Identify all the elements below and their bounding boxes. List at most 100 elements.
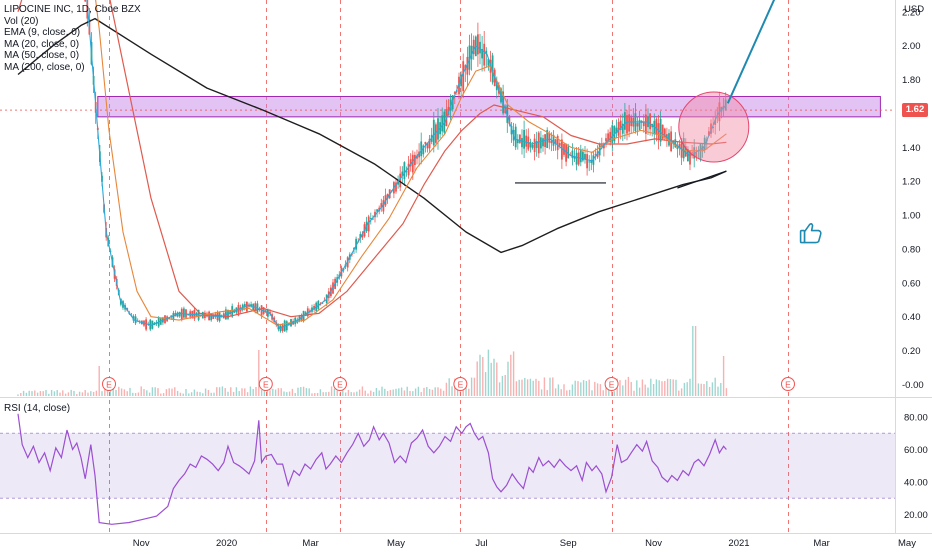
candle-body	[716, 115, 719, 118]
volume-bar	[95, 390, 98, 396]
volume-bar	[258, 350, 260, 396]
volume-bar	[196, 391, 198, 396]
volume-bar	[283, 391, 285, 396]
time-tick-label: Nov	[133, 538, 150, 549]
candle-body	[145, 319, 147, 330]
volume-bar	[193, 389, 196, 396]
volume-bar	[680, 388, 683, 396]
candle-body	[495, 81, 498, 91]
candle-body	[269, 311, 271, 314]
moving-averages	[17, 0, 727, 330]
rsi-legend: RSI (14, close)	[4, 403, 71, 414]
volume-bar	[319, 389, 322, 396]
volume-bar	[386, 391, 389, 396]
volume-bar	[132, 392, 134, 396]
volume-bar	[174, 387, 176, 396]
candle-body	[426, 143, 429, 149]
volume-bar	[591, 390, 593, 396]
volume-bar	[420, 392, 422, 396]
candle-body	[84, 0, 87, 2]
volume-bar	[384, 388, 386, 396]
candle-body	[359, 234, 362, 239]
candle-body	[571, 150, 574, 158]
candle-body	[592, 155, 595, 165]
volume-bar	[426, 387, 428, 396]
candle-body	[626, 115, 628, 134]
volume-bar	[389, 390, 392, 396]
volume-bar	[560, 389, 562, 396]
volume-bar	[476, 361, 478, 396]
volume-bar	[372, 391, 375, 396]
candle-body	[607, 133, 609, 142]
candle-body	[714, 119, 717, 125]
candle-body	[649, 113, 651, 130]
price-tick-label: 0.20	[902, 346, 921, 357]
candle-body	[306, 308, 309, 317]
volume-bar	[288, 391, 291, 396]
time-tick-label: May	[387, 538, 405, 549]
volume-bar	[272, 388, 274, 396]
candle-body	[449, 99, 452, 111]
price-tick-label: 0.80	[902, 244, 921, 255]
price-tick-label: 2.20	[902, 7, 921, 18]
volume-bar	[493, 358, 495, 396]
candle-body	[361, 233, 364, 238]
volume-bar	[179, 392, 182, 396]
volume-bar	[59, 392, 61, 396]
candle-body	[321, 302, 324, 304]
volume-bar	[230, 387, 232, 396]
candle-body	[535, 141, 538, 149]
volume-bar	[45, 389, 47, 396]
volume-bar	[490, 362, 492, 396]
candle-body	[418, 151, 420, 158]
volume-bar	[207, 390, 210, 396]
candle-body	[708, 131, 710, 136]
volume-bar	[512, 351, 515, 396]
candle-body	[395, 182, 397, 192]
volume-bar	[375, 388, 378, 396]
volume-bar	[689, 378, 691, 396]
currency-label: USD	[904, 4, 924, 15]
candle-body	[624, 112, 626, 130]
volume-bar	[218, 387, 221, 396]
resistance-zone	[97, 96, 881, 118]
candle-body	[466, 56, 469, 75]
volume-bar	[241, 388, 243, 396]
volume-bar	[546, 390, 548, 396]
volume-bar	[540, 389, 543, 396]
volume-bar	[538, 380, 540, 396]
volume-bar	[568, 389, 571, 396]
candle-body	[582, 151, 584, 161]
candle-body	[243, 304, 246, 308]
volume-bar	[613, 391, 616, 396]
volume-bar	[518, 379, 520, 396]
candle-body	[252, 303, 255, 311]
candle-body	[428, 138, 431, 149]
candle-body	[462, 61, 465, 92]
volume-bar	[81, 392, 84, 396]
volume-bar	[266, 390, 268, 396]
volume-bar	[48, 393, 50, 396]
volume-bar	[244, 388, 246, 396]
candle-body	[550, 141, 553, 144]
candle-body	[546, 129, 549, 148]
candle-body	[659, 118, 662, 142]
volume-bar	[232, 391, 235, 396]
volume-bar	[176, 390, 179, 396]
volume-bar	[658, 380, 660, 396]
volume-bar	[20, 393, 22, 396]
candle-body	[401, 171, 404, 177]
volume-bar	[129, 387, 131, 396]
projection-arrow	[726, 0, 776, 104]
volume-bar	[594, 381, 596, 396]
candle-body	[540, 137, 542, 149]
volume-bar	[487, 349, 490, 396]
volume-bar	[28, 390, 30, 396]
volume-bar	[462, 385, 464, 396]
volume-bar	[524, 377, 526, 396]
candle-body	[590, 159, 593, 163]
earnings-marker	[258, 377, 273, 391]
